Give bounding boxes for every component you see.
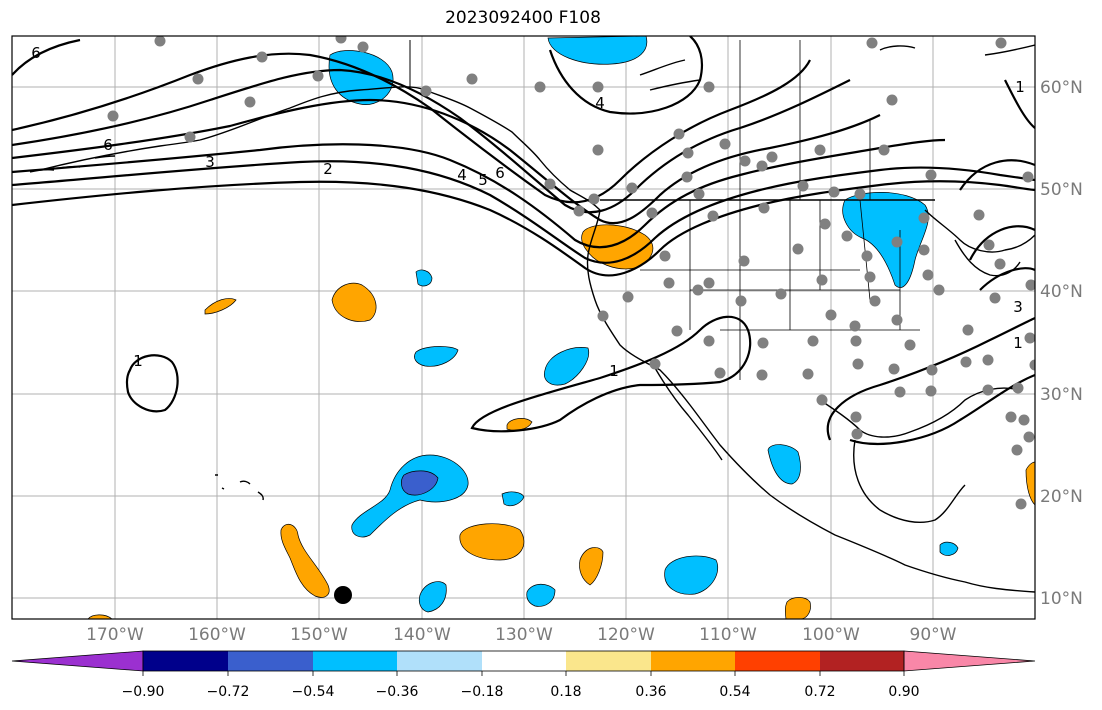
coastlines-and-borders bbox=[29, 40, 1035, 593]
colorbar-tick-label: −0.18 bbox=[461, 684, 504, 700]
location-marker bbox=[334, 586, 352, 604]
contour-label: 1 bbox=[1015, 78, 1025, 96]
colorbar-segment bbox=[566, 651, 651, 671]
latitude-labels: 10°N 20°N 30°N 40°N 50°N 60°N bbox=[1040, 78, 1083, 609]
lon-label: 150°W bbox=[290, 625, 348, 645]
colorbar: −0.90 −0.72 −0.54 −0.36 −0.18 0.18 0.36 … bbox=[11, 650, 1036, 700]
colorbar-segment bbox=[397, 651, 482, 671]
lat-label: 20°N bbox=[1040, 487, 1083, 507]
lon-label: 90°W bbox=[910, 625, 957, 645]
colorbar-tick-label: −0.72 bbox=[207, 684, 250, 700]
colorbar-tick-label: −0.36 bbox=[376, 684, 419, 700]
lat-label: 10°N bbox=[1040, 589, 1083, 609]
colorbar-tick-label: 0.36 bbox=[635, 684, 666, 700]
colorbar-segment bbox=[313, 651, 397, 671]
map-frame bbox=[11, 35, 1036, 620]
colorbar-segment bbox=[228, 651, 313, 671]
lon-label: 100°W bbox=[802, 625, 860, 645]
colorbar-extend-low bbox=[11, 650, 144, 672]
lat-label: 50°N bbox=[1040, 180, 1083, 200]
colorbar-segment bbox=[143, 651, 228, 671]
contour-label: 4 bbox=[457, 166, 467, 184]
warm-anomaly-regions bbox=[87, 224, 1035, 619]
lon-label: 110°W bbox=[699, 625, 757, 645]
colorbar-tick-label: 0.18 bbox=[550, 684, 581, 700]
colorbar-segment bbox=[735, 651, 820, 671]
contour-label: 5 bbox=[478, 171, 488, 189]
colorbar-segment bbox=[651, 651, 735, 671]
colorbar-tick-label: 0.90 bbox=[888, 684, 919, 700]
lat-label: 30°N bbox=[1040, 385, 1083, 405]
colorbar-extend-high bbox=[903, 650, 1036, 672]
contour-label: 1 bbox=[609, 362, 619, 380]
contour-label: 6 bbox=[495, 164, 505, 182]
contour-label: 1 bbox=[133, 352, 143, 370]
contour-label: 3 bbox=[1013, 298, 1023, 316]
contour-labels: 6 6 3 2 4 5 6 4 1 1 1 3 1 bbox=[31, 44, 1025, 380]
lon-label: 120°W bbox=[597, 625, 655, 645]
station-dots bbox=[107, 36, 1035, 510]
lon-label: 170°W bbox=[86, 625, 144, 645]
lon-label: 140°W bbox=[393, 625, 451, 645]
lat-label: 40°N bbox=[1040, 282, 1083, 302]
colorbar-tick-label: −0.90 bbox=[122, 684, 165, 700]
contour-label: 1 bbox=[1013, 334, 1023, 352]
contour-label: 3 bbox=[205, 153, 215, 171]
contour-label: 4 bbox=[595, 94, 605, 112]
contour-label: 6 bbox=[103, 136, 113, 154]
lon-label: 160°W bbox=[188, 625, 246, 645]
map-title: 2023092400 F108 bbox=[445, 8, 601, 28]
colorbar-segment bbox=[820, 651, 904, 671]
lat-label: 60°N bbox=[1040, 78, 1083, 98]
colorbar-tick-label: −0.54 bbox=[292, 684, 335, 700]
contour-lines bbox=[12, 36, 1035, 446]
lon-label: 130°W bbox=[495, 625, 553, 645]
longitude-labels: 170°W 160°W 150°W 140°W 130°W 120°W 110°… bbox=[86, 625, 957, 645]
colorbar-tick-label: 0.72 bbox=[804, 684, 835, 700]
colorbar-segment bbox=[482, 651, 566, 671]
colorbar-tick-label: 0.54 bbox=[719, 684, 750, 700]
contour-label: 6 bbox=[31, 44, 41, 62]
graticule bbox=[12, 36, 1035, 619]
contour-label: 2 bbox=[323, 160, 333, 178]
